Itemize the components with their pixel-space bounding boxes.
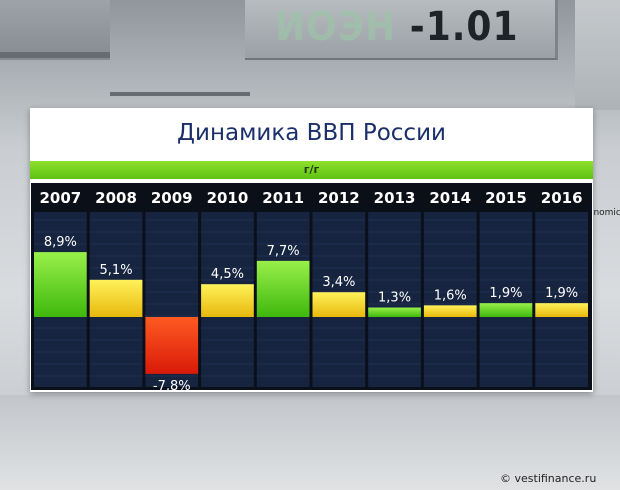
chart-subtitle: г/г [303, 163, 320, 176]
column-background [368, 212, 421, 387]
studio-beam [0, 52, 110, 58]
year-label: 2012 [318, 189, 360, 207]
year-label: 2007 [39, 189, 81, 207]
value-label: 3,4% [322, 275, 355, 290]
year-header-cell [145, 184, 199, 210]
value-label: 4,5% [211, 267, 244, 282]
year-header-cell [312, 184, 366, 210]
bar-2007 [34, 252, 87, 317]
studio-side-label: conomic [583, 208, 620, 218]
studio-background-block-left [0, 0, 110, 60]
bar-2010 [201, 284, 254, 317]
value-label: 5,1% [100, 263, 133, 278]
bar-2016 [535, 303, 588, 317]
bar-2011 [256, 260, 310, 317]
year-label: 2010 [207, 189, 249, 207]
chart-subtitle-bar: г/г [30, 161, 593, 179]
value-label: 1,9% [545, 286, 578, 301]
column-background [535, 212, 588, 387]
bar-2015 [479, 303, 533, 317]
year-header-cell [479, 184, 533, 210]
year-label: 2011 [262, 189, 304, 207]
year-header-cell [89, 184, 143, 210]
bar-2008 [89, 279, 143, 317]
year-label: 2013 [374, 189, 416, 207]
year-header-cell [535, 184, 588, 210]
value-label: 1,9% [489, 286, 522, 301]
footer-credit: © vestifinance.ru [500, 472, 597, 485]
bar-2013 [368, 307, 421, 317]
studio-ticker-text: ИОЭН -1.01 [275, 4, 519, 50]
bar-2014 [423, 305, 477, 317]
value-label: 1,6% [434, 288, 467, 303]
year-header-cell [368, 184, 421, 210]
column-background [423, 212, 477, 387]
studio-ticker-panel [245, 0, 558, 60]
year-header-cell [34, 184, 87, 210]
year-label: 2008 [95, 189, 137, 207]
gdp-bar-chart: 2007 8,9% 2008 5,1% 2009 -7,8% 2010 4,5% 2011 7,7… [31, 183, 592, 392]
year-header-cell [201, 184, 254, 210]
studio-beam [110, 92, 250, 96]
value-label: 1,3% [378, 291, 411, 306]
chart-title: Динамика ВВП России [177, 120, 446, 146]
value-label: -7,8% [153, 379, 191, 392]
bar-2012 [312, 292, 366, 317]
studio-background-block-right [575, 0, 620, 110]
value-label: 7,7% [267, 244, 300, 259]
bar-2009 [145, 317, 199, 374]
year-label: 2014 [429, 189, 471, 207]
studio-floor [0, 395, 620, 490]
chart-card: Динамика ВВП России г/г 2007 8,9% 2008 5,1%… [30, 108, 593, 392]
year-label: 2015 [485, 189, 527, 207]
year-label: 2009 [151, 189, 193, 207]
year-header-cell [423, 184, 477, 210]
column-background [479, 212, 533, 387]
studio-ticker-faded: ИОЭН [275, 4, 397, 50]
studio-ticker-value: -1.01 [409, 4, 519, 50]
value-label: 8,9% [44, 235, 77, 250]
year-header-cell [256, 184, 310, 210]
year-label: 2016 [541, 189, 583, 207]
